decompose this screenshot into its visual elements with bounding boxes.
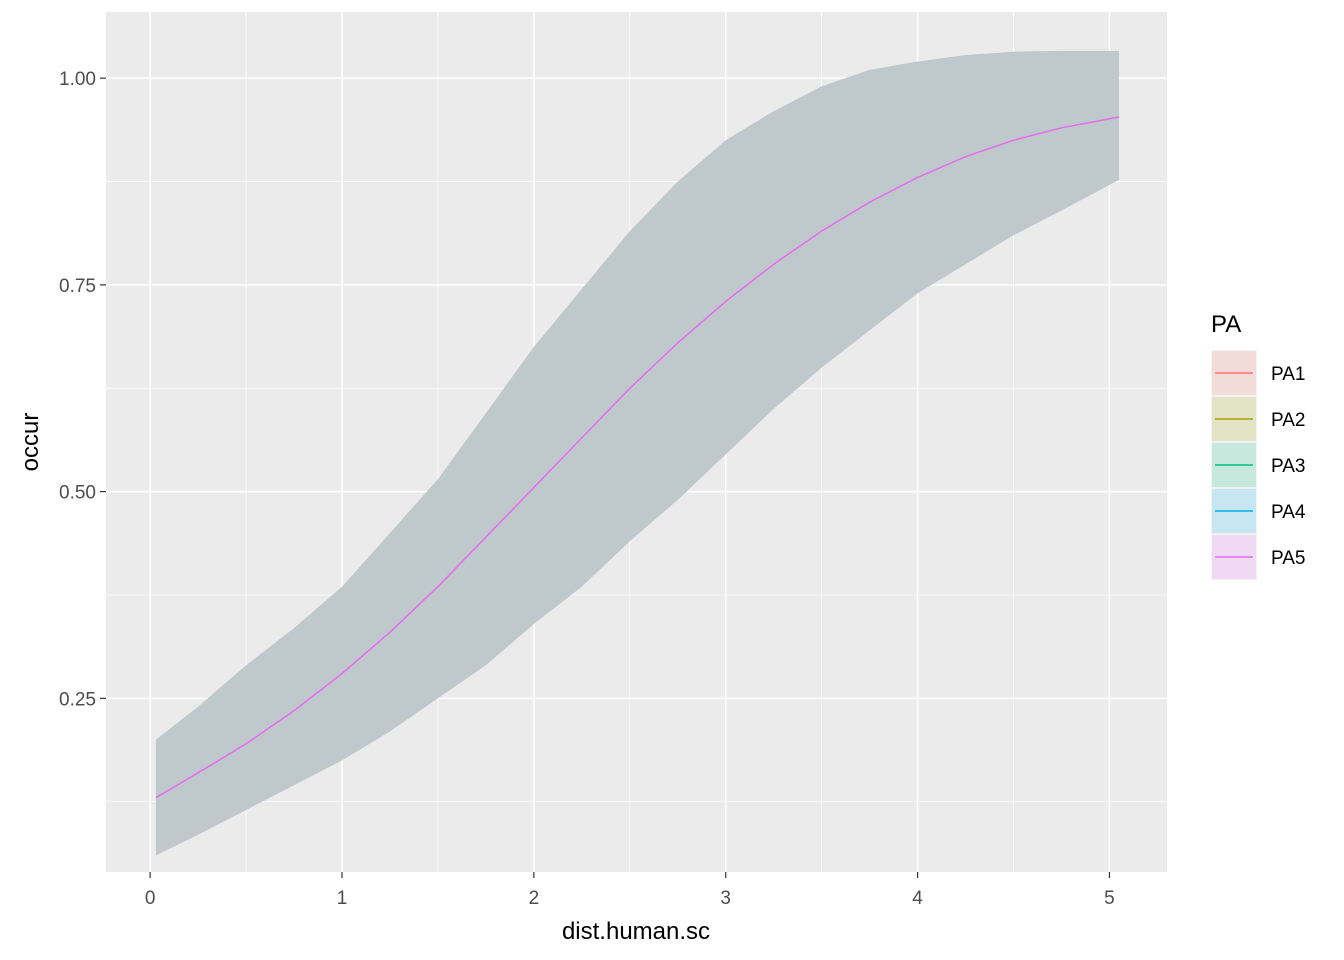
legend-label: PA4 [1271, 502, 1306, 523]
x-tick-label: 5 [1104, 888, 1115, 909]
y-tick-label: 0.75 [59, 276, 96, 297]
legend-title: PA [1211, 311, 1241, 338]
x-tick-label: 0 [145, 888, 156, 909]
y-axis-title: occur [17, 413, 44, 472]
axis-ticks: 0 1 2 3 4 5 0.25 0.50 0.75 1.00 [59, 69, 1115, 909]
x-tick-label: 3 [720, 888, 731, 909]
legend-label: PA2 [1271, 410, 1306, 431]
legend-label: PA5 [1271, 548, 1306, 569]
x-axis-title: dist.human.sc [562, 918, 710, 945]
x-tick-label: 4 [912, 888, 923, 909]
fit-line [155, 116, 1120, 799]
legend-label: PA1 [1271, 364, 1306, 385]
confidence-ribbon [155, 50, 1119, 856]
x-tick-label: 1 [337, 888, 348, 909]
y-tick-label: 0.50 [59, 483, 96, 504]
y-tick-label: 1.00 [59, 69, 96, 90]
x-tick-label: 2 [529, 888, 540, 909]
legend: PA PA1 PA2 PA3 PA4 PA5 [1211, 311, 1306, 580]
y-tick-label: 0.25 [59, 689, 96, 710]
legend-label: PA3 [1271, 456, 1306, 477]
